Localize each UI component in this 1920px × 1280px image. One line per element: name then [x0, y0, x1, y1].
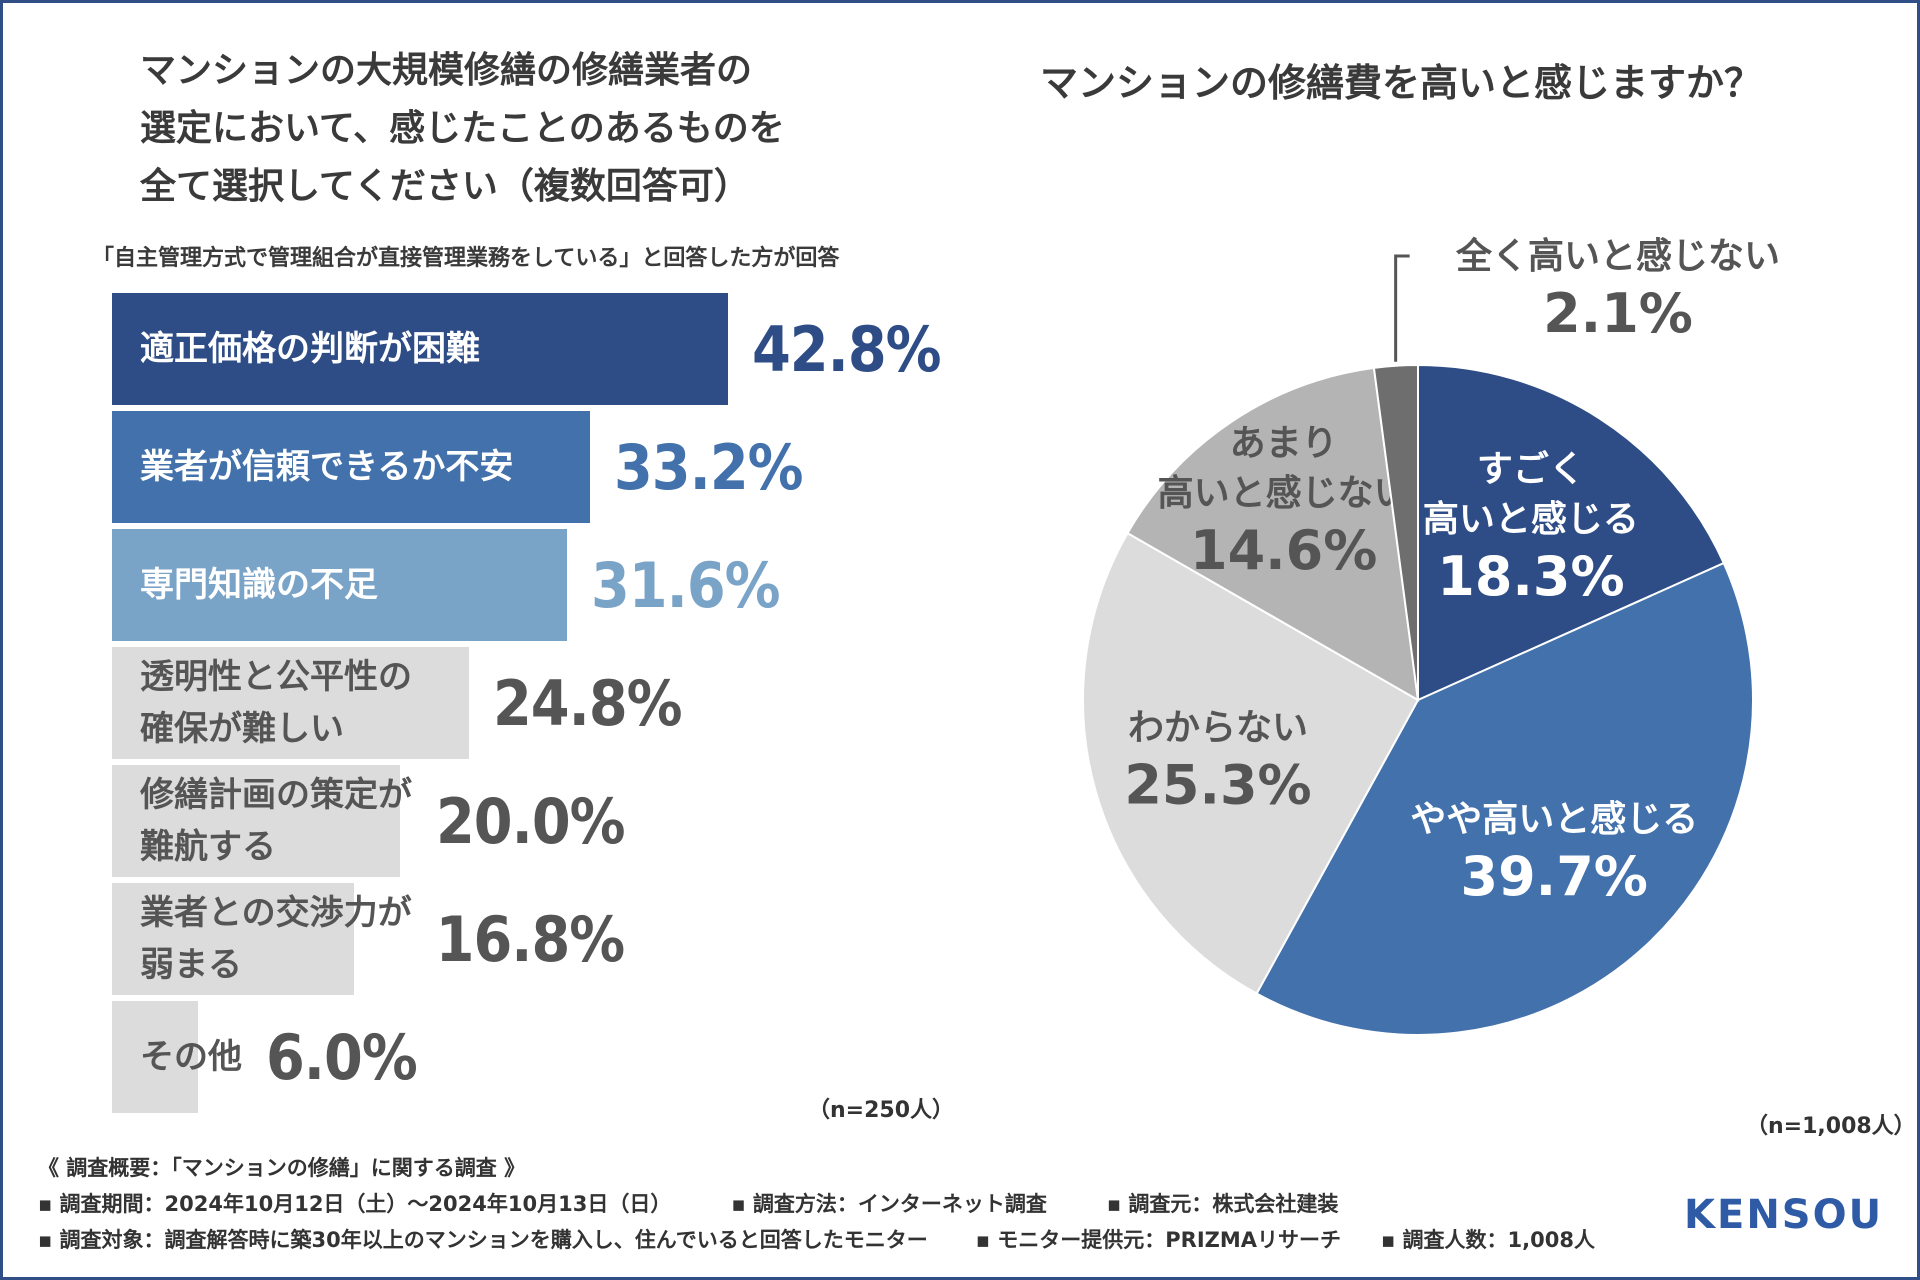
bar-category-label: 専門知識の不足 [140, 565, 378, 605]
pie-slice-value: 18.3% [1437, 545, 1624, 608]
pie-slice [1372, 363, 1419, 701]
bar-chart-title: マンションの大規模修繕の修繕業者の 選定において、感じたことのあるものを 全て選… [140, 42, 840, 216]
survey-row-1: ▪ 調査期間：2024年10月12日（土）〜2024年10月13日（日） ▪ 調査… [38, 1186, 1595, 1222]
bar-value-label: 20.0% [436, 784, 626, 858]
bar-chart-title-line-3: 全て選択してください（複数回答可） [140, 166, 750, 207]
pie-slice-label: わからない [1128, 707, 1308, 748]
pie-slice-value: 14.6% [1190, 519, 1377, 582]
pie-slice-value: 25.3% [1124, 753, 1311, 816]
pie-slice [1417, 363, 1726, 702]
pie-slice-label: あまり [1230, 423, 1338, 464]
bar-chart-sample-size: （n=250人） [808, 1098, 955, 1123]
pie-slice-value: 2.1% [1543, 282, 1693, 345]
bar-value-label: 6.0% [266, 1020, 418, 1094]
bar-value-label: 31.6% [591, 548, 781, 622]
survey-provider: ▪ モニター提供元：PRIZMAリサーチ [975, 1228, 1342, 1252]
bar-category-label: 業者が信頼できるか不安 [140, 447, 514, 487]
bar-category-label: その他 [140, 1037, 242, 1077]
pie-slice-label: 全く高いと感じない [1455, 235, 1780, 277]
bar [112, 411, 590, 523]
bar-category-label: 透明性と公平性の 確保が難しい [140, 657, 412, 749]
bar-category-label: 適正価格の判断が困難 [140, 329, 480, 369]
survey-period: ▪ 調査期間：2024年10月12日（土）〜2024年10月13日（日） [38, 1192, 672, 1216]
survey-count: ▪ 調査人数：1,008人 [1381, 1228, 1595, 1252]
pie-slice-label: 高いと感じない [1158, 473, 1410, 514]
survey-heading: 《 調査概要：「マンションの修繕」に関する調査 》 [38, 1156, 526, 1180]
pie-slice [1082, 531, 1420, 995]
kensou-logo: KENSOU [1684, 1192, 1884, 1238]
pie-chart-title: マンションの修繕費を高いと感じますか？ [1040, 61, 1763, 105]
bar-chart-title-line-2: 選定において、感じたことのあるものを [140, 108, 785, 149]
pie-leader-line [1394, 254, 1410, 362]
pie-slice-label: すごく [1477, 449, 1585, 490]
bar [112, 1001, 198, 1113]
survey-row-2: ▪ 調査対象：調査解答時に築30年以上のマンションを購入し、住んでいると回答した… [38, 1222, 1595, 1258]
pie-slice [1126, 366, 1420, 702]
bar [112, 529, 567, 641]
bar-value-label: 24.8% [493, 666, 683, 740]
pie-slice-label: 高いと感じる [1423, 499, 1639, 540]
bar-chart-title-line-1: マンションの大規模修繕の修繕業者の [140, 50, 753, 91]
bar [112, 647, 469, 759]
bar-category-label: 業者との交渉力が 弱まる [140, 893, 412, 985]
bar-chart: 適正価格の判断が困難 42.8% 業者が信頼できるか不安 33.2% 専門知識の不足 31… [112, 293, 992, 1123]
bar-value-label: 42.8% [752, 312, 942, 386]
pie-slice-value: 39.7% [1461, 845, 1648, 908]
bar-value-label: 16.8% [435, 902, 626, 976]
bar [112, 883, 354, 995]
pie-chart-sample-size: （n=1,008人） [1746, 1114, 1916, 1139]
bar-value-label: 33.2% [614, 430, 804, 504]
survey-method: ▪ 調査方法：インターネット調査 [731, 1192, 1047, 1216]
bar-category-label: 修繕計画の策定が 難航する [140, 775, 412, 867]
survey-footer: 《 調査概要：「マンションの修繕」に関する調査 》 ▪ 調査期間：2024年10… [38, 1150, 1595, 1258]
bar [112, 293, 728, 405]
survey-source: ▪ 調査元：株式会社建装 [1106, 1192, 1339, 1216]
bar [112, 765, 400, 877]
pie-slice [1255, 561, 1754, 1036]
bar-chart-subtitle: 「自主管理方式で管理組合が直接管理業務をしている」と回答した方が回答 [92, 246, 840, 271]
survey-target: ▪ 調査対象：調査解答時に築30年以上のマンションを購入し、住んでいると回答した… [38, 1228, 928, 1252]
pie-slice-label: やや高いと感じる [1410, 799, 1698, 840]
